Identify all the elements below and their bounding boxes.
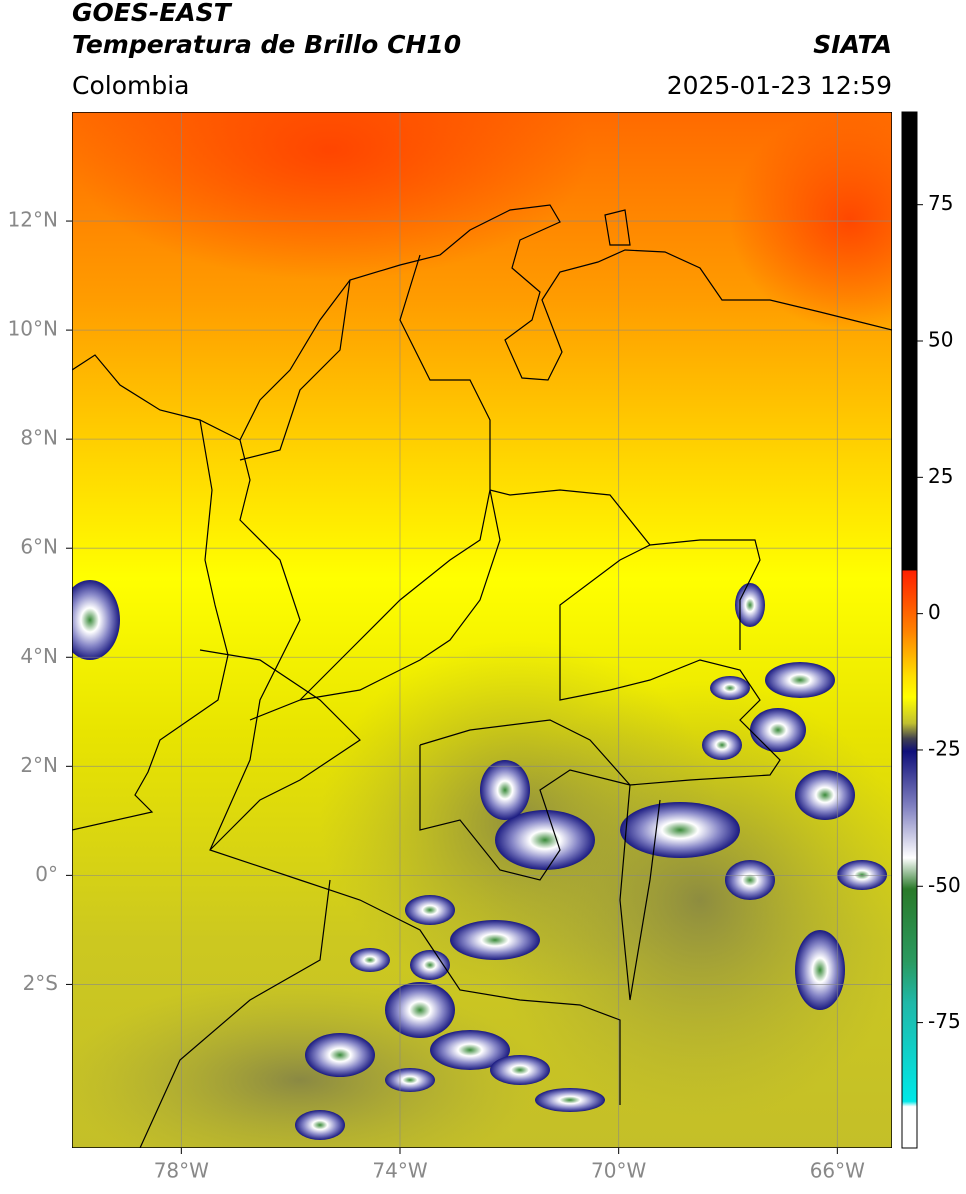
y-tick-label: 2°S xyxy=(23,971,58,995)
map-image xyxy=(72,112,892,1148)
x-tick-label: 78°W xyxy=(154,1159,209,1183)
colorbar xyxy=(901,111,918,1149)
y-tick-label: 10°N xyxy=(8,317,58,341)
colorbar-tick-label: -50 xyxy=(928,873,961,897)
colorbar-tick-label: 75 xyxy=(928,191,953,215)
x-tick-label: 74°W xyxy=(372,1159,427,1183)
y-tick-label: 0° xyxy=(35,862,58,886)
colorbar-tick-label: 25 xyxy=(928,464,953,488)
coastlines xyxy=(72,204,892,1148)
x-tick-label: 70°W xyxy=(591,1159,646,1183)
colorbar-tick-label: 0 xyxy=(928,600,941,624)
subtitle: Temperatura de Brillo CH10 xyxy=(72,30,461,59)
y-tick-label: 12°N xyxy=(8,208,58,232)
y-tick-label: 4°N xyxy=(20,644,58,668)
colorbar-tick-label: 50 xyxy=(928,328,953,352)
title: GOES-EAST xyxy=(72,0,233,27)
region: Colombia xyxy=(72,71,189,100)
y-tick-label: 2°N xyxy=(20,753,58,777)
x-tick-label: 66°W xyxy=(810,1159,865,1183)
source: SIATA xyxy=(813,30,892,59)
colorbar-tick-label: -75 xyxy=(928,1009,961,1033)
colorbar-tick-label: -25 xyxy=(928,736,961,760)
y-tick-label: 6°N xyxy=(20,535,58,559)
timestamp: 2025-01-23 12:59 xyxy=(667,71,892,100)
y-tick-label: 8°N xyxy=(20,426,58,450)
